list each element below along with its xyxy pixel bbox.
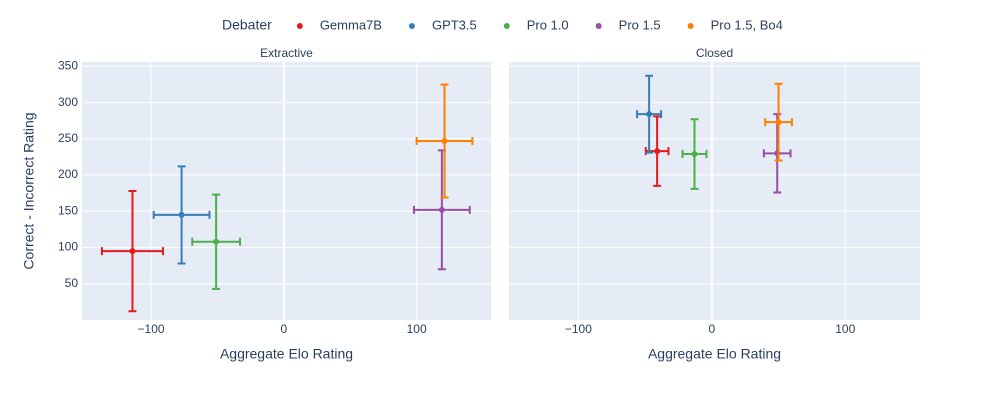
legend-title: Debater	[222, 17, 272, 33]
legend-marker	[408, 23, 415, 29]
legend-marker	[595, 23, 602, 29]
legend-label: Pro 1.5	[619, 17, 661, 32]
y-tick-label: 50	[65, 276, 79, 290]
point	[775, 119, 782, 126]
legend-label: Gemma7B	[320, 17, 382, 32]
point	[441, 137, 448, 144]
plot-area	[509, 62, 920, 320]
point	[213, 238, 220, 245]
x-tick-label: 0	[708, 322, 715, 336]
legend-marker	[296, 23, 303, 29]
point	[646, 111, 653, 118]
point	[178, 211, 185, 218]
subplot-title: Extractive	[260, 46, 313, 60]
y-tick-label: 200	[58, 167, 78, 181]
x-axis-label: Aggregate Elo Rating	[648, 346, 781, 362]
plot-area	[82, 62, 491, 320]
legend-label: Pro 1.0	[527, 17, 569, 32]
y-tick-label: 100	[58, 240, 78, 254]
y-tick-label: 150	[58, 203, 78, 217]
legend-marker	[503, 23, 510, 29]
x-tick-label: 0	[281, 322, 288, 336]
x-tick-label: 100	[835, 322, 855, 336]
legend-marker	[687, 23, 694, 29]
y-tick-label: 350	[58, 59, 78, 73]
legend-label: GPT3.5	[432, 17, 477, 32]
y-tick-label: 300	[58, 95, 78, 109]
point	[691, 151, 698, 158]
subplot-title: Closed	[696, 46, 733, 60]
x-tick-label: −100	[138, 322, 165, 336]
point	[438, 206, 445, 213]
point	[654, 148, 661, 155]
error-bars	[191, 193, 242, 290]
x-tick-label: −100	[565, 322, 592, 336]
point	[129, 248, 136, 255]
y-axis-label: Correct - Incorrect Rating	[21, 112, 37, 269]
x-tick-label: 100	[407, 322, 427, 336]
legend-label: Pro 1.5, Bo4	[711, 17, 783, 32]
x-axis-label: Aggregate Elo Rating	[220, 346, 353, 362]
y-tick-label: 250	[58, 131, 78, 145]
